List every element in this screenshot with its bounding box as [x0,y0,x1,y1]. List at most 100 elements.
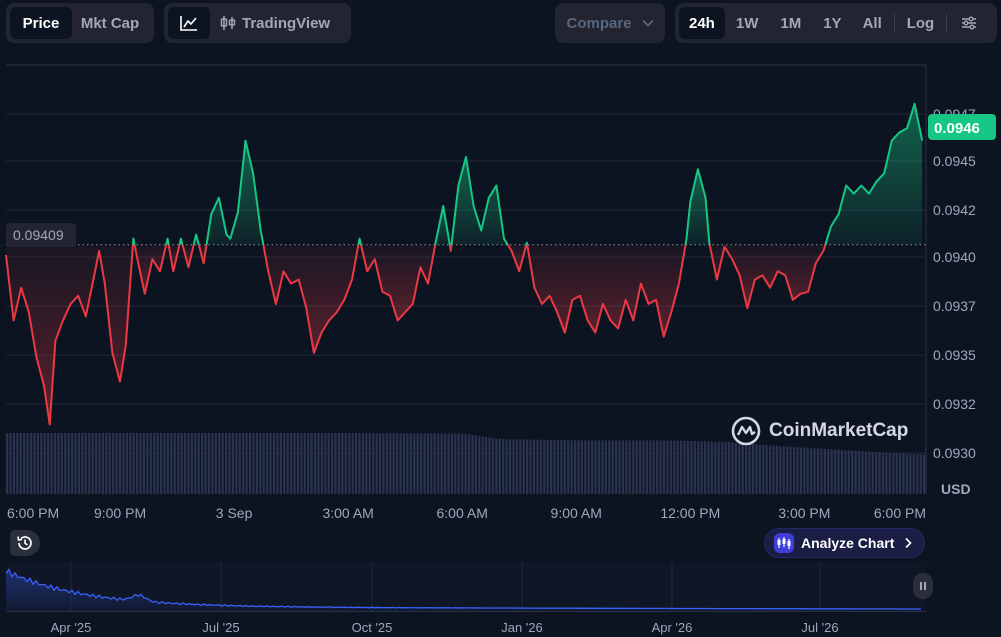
volume-bar [269,433,272,494]
x-tick-label: 6:00 AM [437,505,488,521]
price-area-up [206,140,264,245]
volume-bar [108,433,111,494]
navigator-tick-label: Jan '26 [501,620,543,635]
volume-bar [238,433,241,494]
volume-bar [105,433,108,494]
volume-bar [159,433,163,494]
navigator-handle[interactable] [913,573,933,599]
price-line-down [360,244,437,322]
volume-bar [755,444,758,494]
price-line-down [181,244,195,269]
log-scale-toggle[interactable]: Log [906,14,935,32]
volume-bar [563,440,566,494]
volume-bar [77,433,81,494]
volume-bar [50,433,53,494]
price-line-down [526,244,687,338]
volume-bar [649,440,652,494]
navigator-tick-label: Oct '25 [352,620,393,635]
x-tick-label: 9:00 AM [551,505,602,521]
price-tab[interactable]: Price [10,7,72,39]
history-button[interactable] [10,530,40,556]
volume-bar [638,440,642,494]
volume-bar [170,433,173,494]
coinmarketcap-watermark: CoinMarketCap [731,416,908,446]
range-24h[interactable]: 24h [679,7,725,39]
volume-bar [53,433,57,494]
volume-bar [560,440,563,494]
volume-bar [796,447,799,494]
volume-bar [122,433,125,494]
x-tick-label: 6:00 PM [7,505,59,521]
volume-bar [389,433,392,494]
plot-border [6,64,927,494]
volume-bar [857,450,861,494]
volume-bar [532,439,536,494]
price-line-up [205,139,265,245]
price-area-down [527,244,686,337]
range-1m[interactable]: 1M [780,14,802,32]
volume-bar [491,437,495,494]
volume-bar [9,433,12,494]
volume-bar [550,439,553,494]
volume-bar [577,440,580,494]
price-line-down [708,244,827,310]
analyze-chart-button[interactable]: Analyze Chart [764,528,925,558]
volume-bar [283,433,286,494]
price-area-down [182,244,194,268]
range-1y[interactable]: 1Y [823,14,842,32]
volume-bar [810,448,813,494]
volume-bar [837,449,840,494]
volume-bar [669,440,672,494]
line-chart-button[interactable] [168,7,210,39]
volume-bar [136,433,139,494]
analyze-chart-label: Analyze Chart [801,535,895,551]
volume-bar [163,433,166,494]
navigator[interactable]: Apr '25 Jul '25 Oct '25 Jan '26 Apr '26 Jul '… [5,562,926,635]
range-all[interactable]: All [862,14,882,32]
tradingview-label: TradingView [242,14,331,32]
volume-bar [317,433,320,494]
price-line-up [165,237,170,246]
price-area-down [263,244,359,353]
volume-bar [485,436,488,494]
chevron-down-icon [641,19,654,27]
volume-bar [680,440,683,494]
volume-bar [806,447,809,494]
volume-bar [454,433,457,494]
volume-bar [228,433,231,494]
volume-bar [471,434,474,494]
volume-bar [885,452,888,494]
volume-bar [799,447,802,494]
volume-bar [337,433,341,494]
navigator-tick-label: Jul '25 [202,620,239,635]
volume-bar [502,439,505,494]
volume-bar [207,433,211,494]
chart-settings-button[interactable] [949,7,989,39]
volume-bar [115,433,118,494]
volume-bar [703,441,707,494]
price-line-down [506,244,528,273]
volume-bar [844,450,847,494]
navigator-baseline [6,611,926,612]
volume-bar [628,440,631,494]
tradingview-button[interactable]: TradingView [210,7,340,39]
mkt-cap-tab[interactable]: Mkt Cap [80,14,140,32]
volume-bar [382,433,385,494]
compare-dropdown[interactable]: Compare [555,3,665,43]
volume-bar [276,433,279,494]
volume-bar [772,445,775,494]
range-1w[interactable]: 1W [735,14,759,32]
price-line-up [824,102,924,246]
volume-bar [307,433,310,494]
volume-bar [402,433,406,494]
volume-bar [721,441,724,494]
x-tick-label: 3:00 AM [322,505,373,521]
volume-bar [303,433,306,494]
volume-bar [358,433,361,494]
volume-bar [396,433,399,494]
price-line-up [434,205,451,245]
x-axis: 6:00 PM 9:00 PM 3 Sep 3:00 AM 6:00 AM 9:00 AM… [7,505,926,521]
volume-bar [676,440,679,494]
volume-bar [611,440,614,494]
